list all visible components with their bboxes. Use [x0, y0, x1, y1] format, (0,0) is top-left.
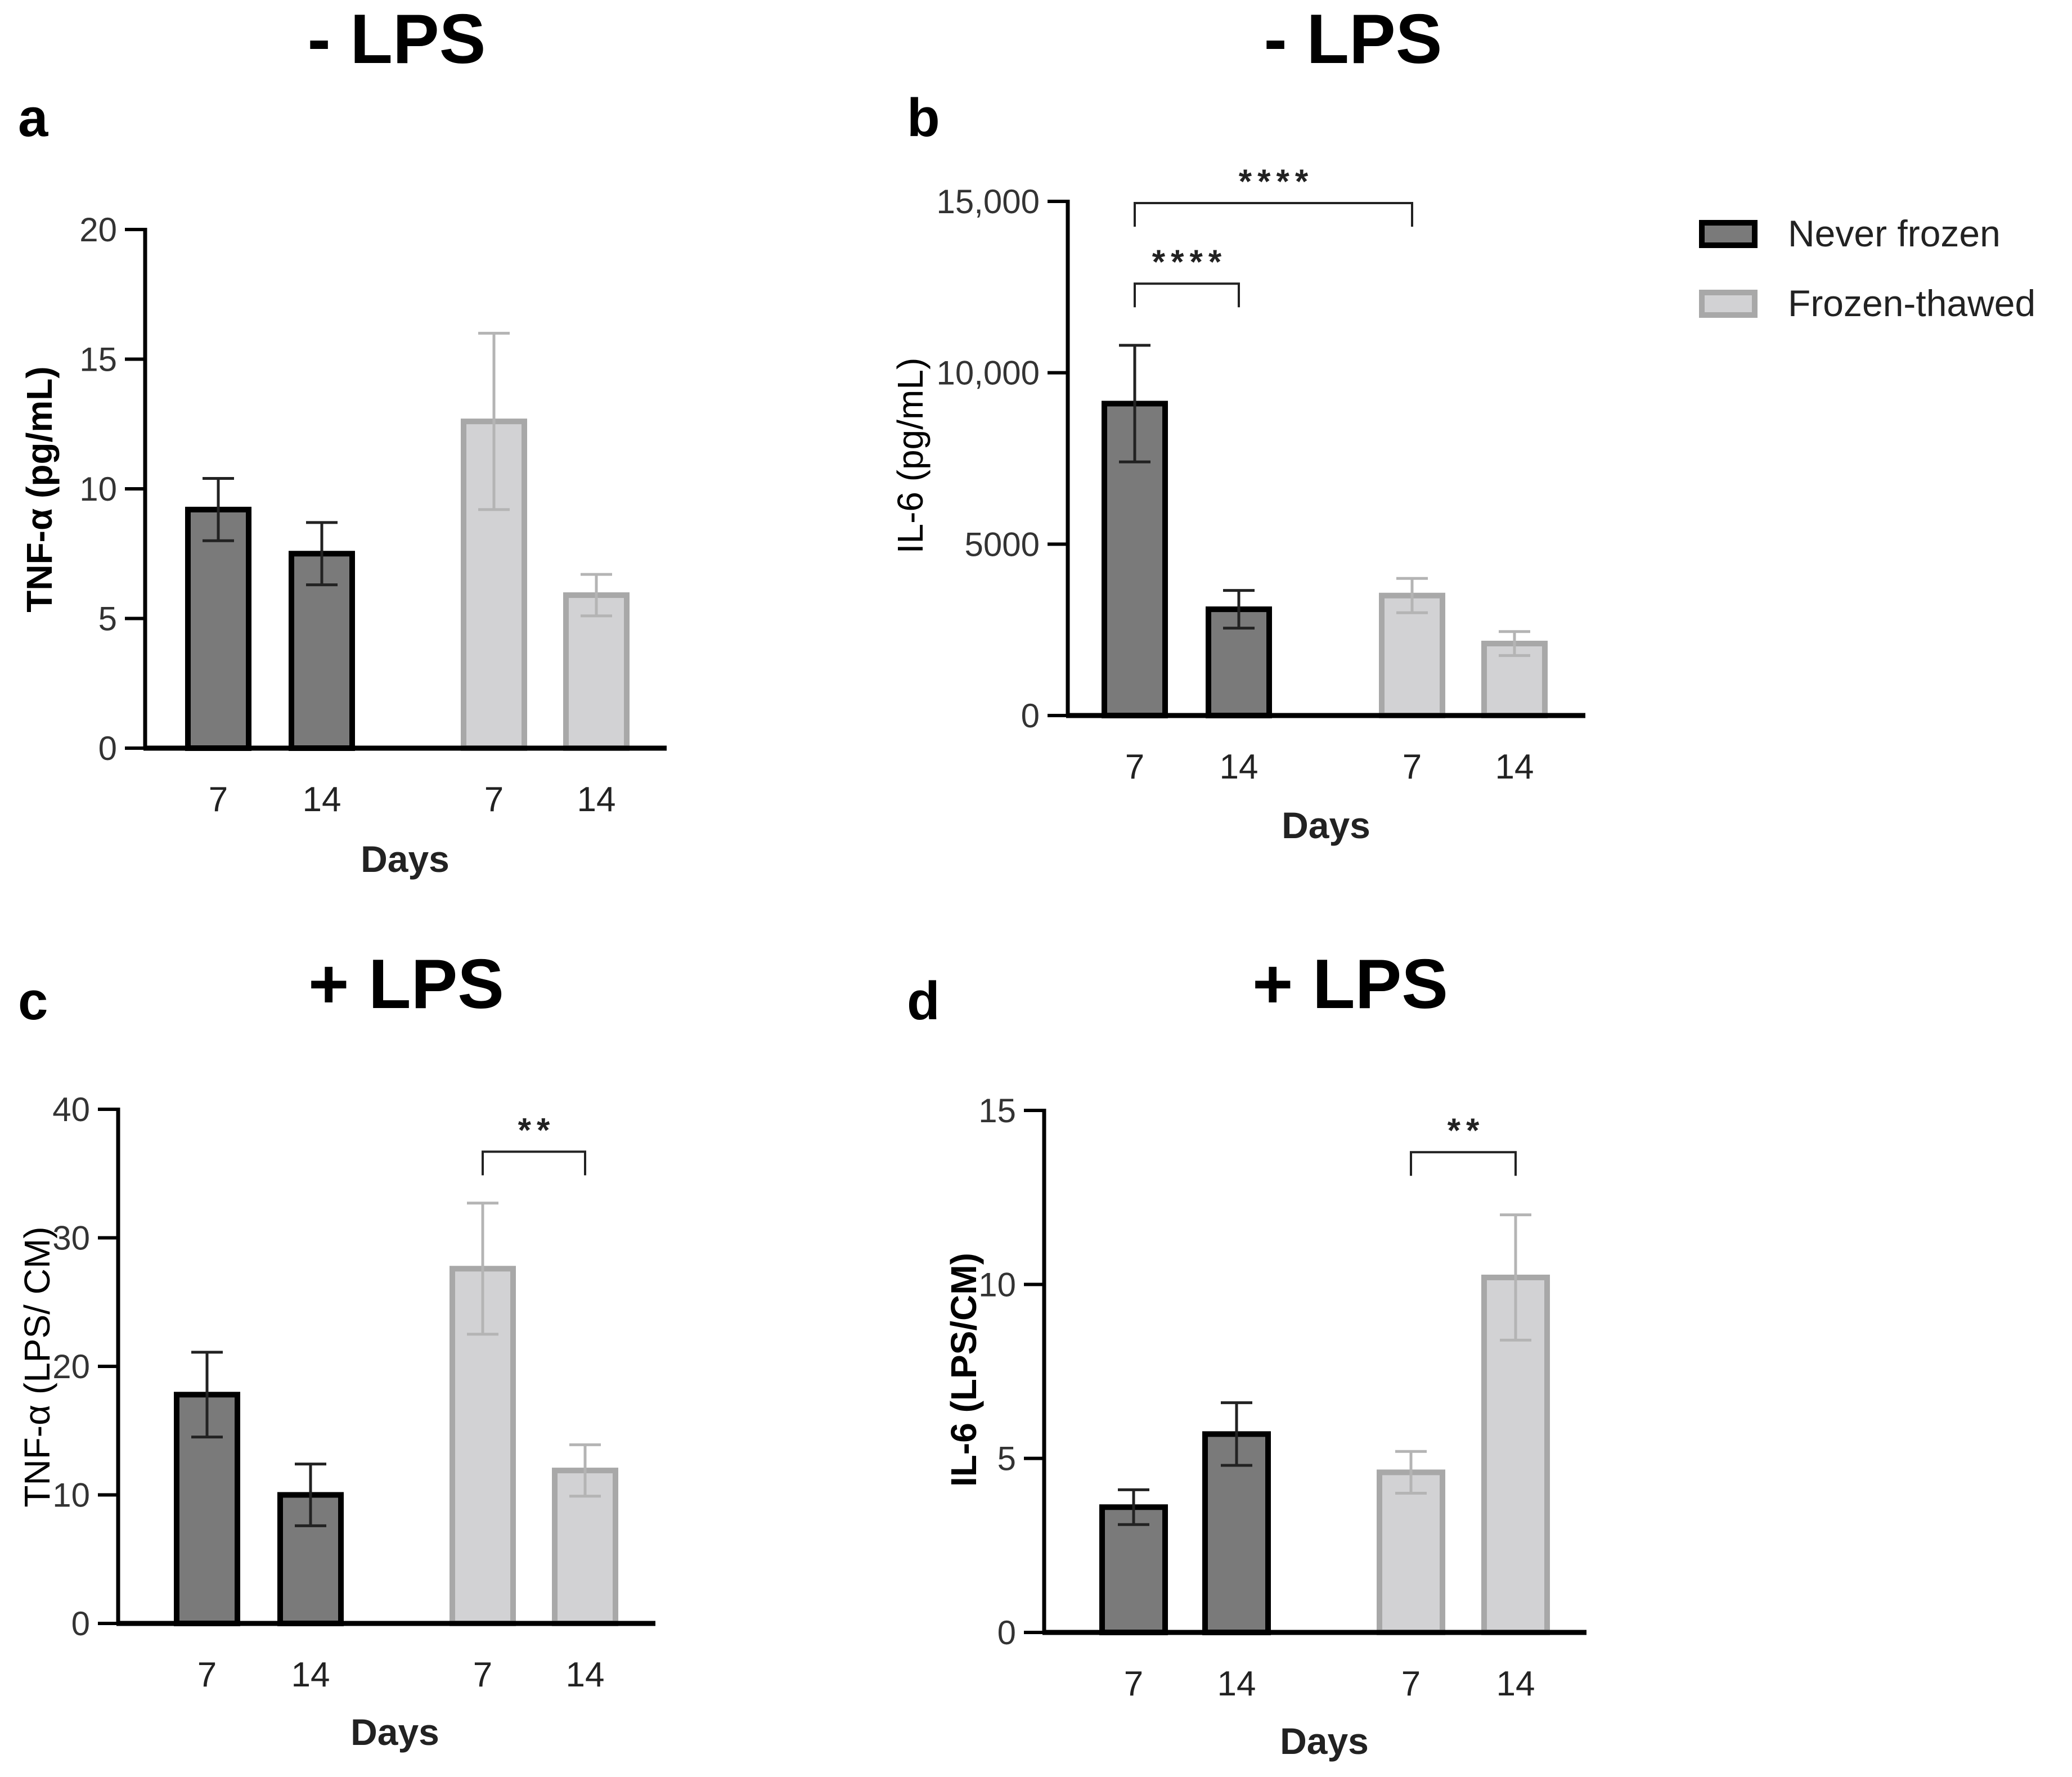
panel-c-letter: c — [18, 971, 48, 1031]
panel-d-x-tick-label: 14 — [1217, 1664, 1256, 1703]
panel-b-y-tick-label: 0 — [1021, 697, 1040, 735]
panel-c-y-tick-label: 40 — [52, 1091, 90, 1128]
panel-b-x-tick-label: 14 — [1220, 748, 1259, 786]
panel-d-x-tick-label: 7 — [1401, 1664, 1421, 1703]
panel-b-y-axis-label: IL-6 (pg/mL) — [890, 358, 931, 554]
panel-c-y-tick-label: 30 — [52, 1220, 90, 1257]
panel-c-title: + LPS — [308, 946, 504, 1023]
panel-b-significance-bracket — [1134, 282, 1240, 308]
panel-a-y-tick-label: 15 — [79, 341, 117, 379]
legend: Never frozen Frozen-thawed — [1699, 213, 2035, 324]
panel-b-y-tick-label: 15,000 — [936, 183, 1040, 221]
panel-b-y-tick-label: 10,000 — [936, 354, 1040, 392]
panel-d-significance-bracket — [1410, 1151, 1517, 1176]
panel-a-x-axis-label: Days — [361, 838, 450, 880]
panel-b: - LPS b IL-6 (pg/mL) Days 0 5000 10,000 15,… — [890, 1, 1585, 846]
panel-a-y-axis-label: TNF-α (pg/mL) — [19, 366, 60, 612]
panel-c-y-axis-label: TNF-α (LPS/ CM) — [17, 1226, 57, 1507]
panel-d-bar — [1481, 1274, 1550, 1635]
panel-c-y-tick-label: 20 — [52, 1348, 90, 1385]
panel-d-bar — [1377, 1469, 1445, 1635]
panel-a-x-tick-label: 7 — [209, 780, 228, 819]
panel-d-y-tick-label: 15 — [978, 1092, 1016, 1130]
panel-d-significance-label: ** — [1448, 1112, 1485, 1149]
panel-c-y-tick-label: 10 — [52, 1477, 90, 1514]
panel-a-y-tick-label: 10 — [79, 470, 117, 508]
panel-d-y-axis-label: IL-6 (LPS/CM) — [943, 1253, 984, 1487]
panel-a-x-tick-label: 14 — [577, 780, 616, 819]
legend-label-frozen-thawed: Frozen-thawed — [1788, 282, 2035, 324]
panel-a-bar — [185, 506, 251, 751]
panel-a-y-tick-label: 20 — [79, 211, 117, 249]
panel-d-y-tick-label: 10 — [978, 1266, 1016, 1303]
panel-c-x-axis-label: Days — [350, 1711, 439, 1753]
panel-d-x-tick-label: 7 — [1124, 1664, 1143, 1703]
panel-c-y-tick-label: 0 — [71, 1605, 90, 1643]
panel-a-bar — [563, 592, 630, 751]
panel-a-x-tick-label: 14 — [303, 780, 341, 819]
panel-c-x-tick-label: 7 — [473, 1655, 492, 1694]
panel-b-title: - LPS — [1264, 1, 1442, 78]
panel-b-x-axis-label: Days — [1282, 804, 1370, 846]
panel-b-letter: b — [907, 88, 940, 148]
panel-b-significance-label: **** — [1239, 163, 1314, 200]
panel-c-x-tick-label: 7 — [197, 1655, 217, 1694]
panel-c: + LPS c TNF-α (LPS/ CM) Days 0 10 20 30 40 7 1… — [17, 946, 655, 1753]
panel-d-x-tick-label: 14 — [1496, 1664, 1535, 1703]
legend-label-never-frozen: Never frozen — [1788, 213, 2001, 254]
panel-b-significance-label: **** — [1152, 243, 1227, 281]
panel-a: - LPS a TNF-α (pg/mL) Days 0 5 10 15 20 7 14 7 1… — [18, 1, 667, 880]
panel-c-x-tick-label: 14 — [291, 1655, 330, 1694]
panel-b-x-tick-label: 7 — [1403, 748, 1422, 786]
panel-d-letter: d — [907, 971, 940, 1031]
panel-b-significance-bracket — [1134, 202, 1413, 227]
panel-b-x-tick-label: 14 — [1495, 748, 1534, 786]
panel-c-significance-bracket — [482, 1150, 586, 1176]
panel-c-significance-label: ** — [518, 1111, 556, 1149]
panel-c-x-tick-label: 14 — [566, 1655, 605, 1694]
panel-a-letter: a — [18, 88, 48, 148]
panel-a-y-tick-label: 5 — [98, 600, 117, 638]
legend-swatch-frozen-thawed — [1699, 290, 1758, 318]
panel-d-x-axis-label: Days — [1280, 1720, 1369, 1762]
panel-b-x-tick-label: 7 — [1125, 748, 1144, 786]
panel-b-y-tick-label: 5000 — [965, 525, 1040, 563]
panel-d-y-tick-label: 5 — [997, 1440, 1016, 1478]
panel-a-x-tick-label: 7 — [484, 780, 504, 819]
panel-d-y-tick-label: 0 — [997, 1614, 1016, 1652]
legend-swatch-never-frozen — [1699, 220, 1758, 248]
panel-a-title: - LPS — [308, 1, 486, 78]
panel-d: + LPS d IL-6 (LPS/CM) Days 0 5 10 15 7 14 7 14 *… — [907, 946, 1586, 1762]
panel-d-title: + LPS — [1252, 946, 1448, 1023]
panel-a-y-tick-label: 0 — [98, 730, 117, 767]
